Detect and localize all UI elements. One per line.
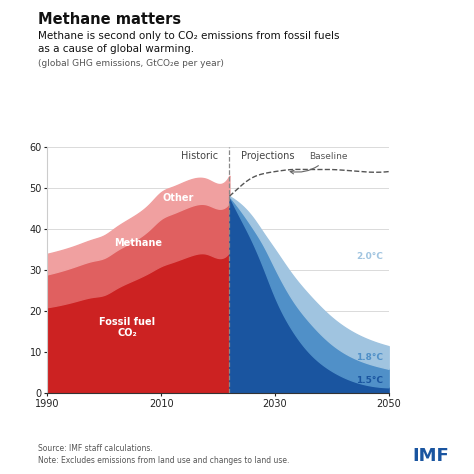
Text: Methane: Methane xyxy=(114,238,163,248)
Text: Source: IMF staff calculations.
Note: Excludes emissions from land use and chang: Source: IMF staff calculations. Note: Ex… xyxy=(38,444,289,465)
Text: Methane matters: Methane matters xyxy=(38,12,181,27)
Text: Historic: Historic xyxy=(181,151,218,161)
Text: Baseline: Baseline xyxy=(290,152,347,174)
Text: 2.0°C: 2.0°C xyxy=(356,252,383,261)
Text: Other: Other xyxy=(163,193,194,203)
Text: Projections: Projections xyxy=(241,151,294,161)
Text: 1.8°C: 1.8°C xyxy=(356,353,383,362)
Text: Fossil fuel
CO₂: Fossil fuel CO₂ xyxy=(99,317,155,338)
Text: Methane is second only to CO₂ emissions from fossil fuels
as a cause of global w: Methane is second only to CO₂ emissions … xyxy=(38,31,339,54)
Text: (global GHG emissions, GtCO₂e per year): (global GHG emissions, GtCO₂e per year) xyxy=(38,59,224,68)
Text: IMF: IMF xyxy=(412,447,449,465)
Text: 1.5°C: 1.5°C xyxy=(356,375,383,384)
